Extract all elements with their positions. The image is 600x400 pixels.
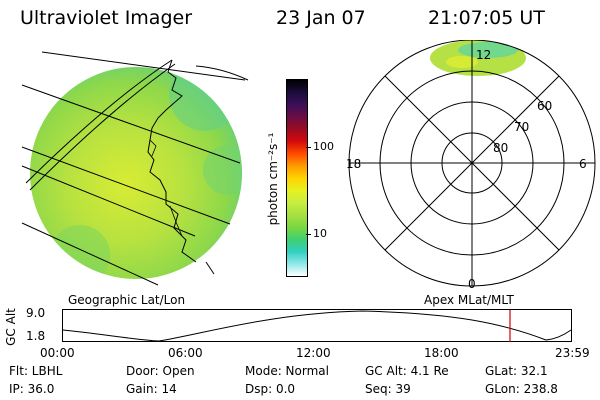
ip-info: IP: 36.0: [9, 382, 55, 396]
colorbar-tick-10: 10: [313, 227, 327, 240]
altitude-ylabel: GC Alt: [4, 308, 18, 346]
mlt-label-right: 6: [579, 157, 587, 171]
colorbar: [286, 79, 308, 277]
instrument-title: Ultraviolet Imager: [20, 7, 193, 29]
time-tick-1800: 18:00: [424, 346, 459, 360]
dsp-info: Dsp: 0.0: [245, 382, 296, 396]
geographic-image: [21, 51, 249, 286]
mlat-label-80: 80: [493, 141, 508, 155]
time-tick-0000: 00:00: [40, 346, 75, 360]
colorbar-tick-mark: [306, 147, 311, 148]
gain-info: Gain: 14: [126, 382, 177, 396]
time-tick-0600: 06:00: [168, 346, 203, 360]
altitude-ytick-max: 9.0: [26, 306, 46, 320]
time-tick-1200: 12:00: [296, 346, 331, 360]
coastline: [147, 59, 197, 263]
filter-info: Flt: LBHL: [9, 364, 63, 378]
altitude-frame: [62, 309, 572, 342]
apex-caption: Apex MLat/MLT: [424, 293, 514, 307]
colorbar-gradient: [287, 80, 307, 276]
altitude-plot: [62, 309, 572, 342]
altitude-ytick-min: 1.8: [26, 329, 46, 343]
gc-alt-info: GC Alt: 4.1 Re: [365, 364, 449, 378]
colorbar-tick-100: 100: [313, 140, 334, 153]
mlat-label-70: 70: [514, 120, 529, 134]
mlt-diagonal: [384, 75, 560, 251]
geographic-caption: Geographic Lat/Lon: [68, 293, 186, 307]
mlt-label-top: 12: [476, 48, 491, 62]
seq-info: Seq: 39: [365, 382, 411, 396]
door-info: Door: Open: [126, 364, 195, 378]
mlat-label-60: 60: [537, 99, 552, 113]
glon-info: GLon: 238.8: [485, 382, 558, 396]
mlt-label-bottom: 0: [468, 277, 476, 290]
mlt-label-left: 18: [346, 157, 361, 171]
date-label: 23 Jan 07: [276, 7, 366, 29]
time-label: 21:07:05 UT: [428, 7, 545, 29]
polar-plot: 12 18 6 0 60 70 80: [346, 40, 596, 290]
longitude-lines: [25, 59, 176, 191]
emission-patch: [430, 40, 526, 76]
glat-info: GLat: 32.1: [485, 364, 548, 378]
colorbar-unit-label: photon cm⁻²s⁻¹: [266, 132, 280, 226]
altitude-curve: [62, 310, 572, 342]
mode-info: Mode: Normal: [245, 364, 329, 378]
time-tick-2359: 23:59: [555, 346, 590, 360]
latitude-lines: [21, 51, 246, 286]
colorbar-tick-mark: [306, 234, 311, 235]
